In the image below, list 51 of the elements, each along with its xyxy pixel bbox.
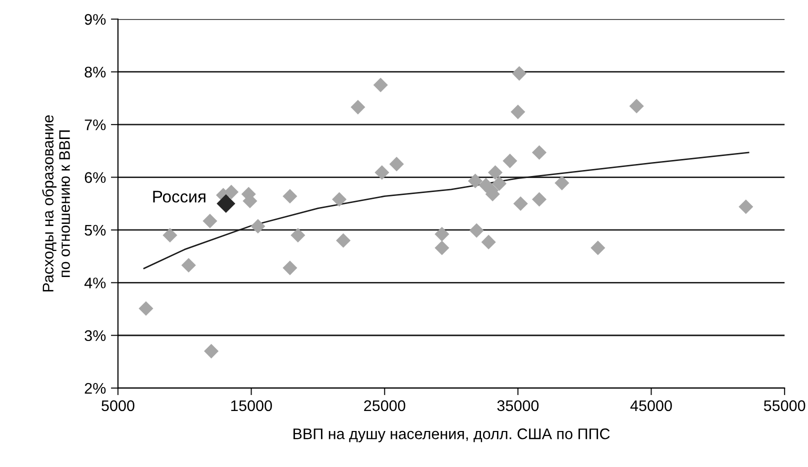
y-tick-label: 6% [84,172,106,183]
x-tick-label: 5000 [102,400,134,412]
y-tick-label: 4% [84,278,106,288]
point [350,100,366,114]
point [554,176,570,190]
point [629,98,644,114]
point [510,104,526,120]
point [224,184,239,200]
point [181,258,196,273]
point [513,196,528,211]
point [204,344,219,358]
point [138,301,154,316]
y-tick-label: 8% [84,66,106,78]
y-axis-title: Расходы на образование по отношению к ВВП [42,115,70,292]
point [282,260,298,276]
point [532,192,547,207]
point [532,145,547,160]
x-tick-label: 15000 [231,400,272,412]
point [282,188,298,204]
y-tick-label: 3% [84,330,106,342]
point [434,240,450,256]
point [336,233,351,248]
point [488,165,503,180]
point [202,214,218,228]
point [374,165,390,180]
point [469,223,484,238]
point [481,234,496,250]
point [492,176,507,191]
x-tick-label: 55000 [764,400,806,412]
annotation: Россия [153,190,206,203]
x-tick-label: 25000 [364,400,406,412]
point [373,78,388,92]
point [738,199,754,214]
y-tick-label: 2% [84,382,106,394]
point [512,66,527,81]
y-tick-label: 7% [84,119,106,130]
point [290,228,306,243]
point [216,194,236,213]
point [434,226,450,242]
y-tick-label: 5% [84,224,106,236]
point [502,154,518,168]
point [162,228,178,243]
y-tick-label: 9% [84,14,106,25]
point [468,174,483,188]
point [389,156,404,172]
point [332,192,347,207]
point [590,240,606,256]
x-tick-label: 45000 [630,400,672,412]
x-tick-label: 35000 [497,400,539,412]
point [250,218,266,234]
x-axis-title: ВВП на душу населения, долл. США по ППС [294,428,610,442]
